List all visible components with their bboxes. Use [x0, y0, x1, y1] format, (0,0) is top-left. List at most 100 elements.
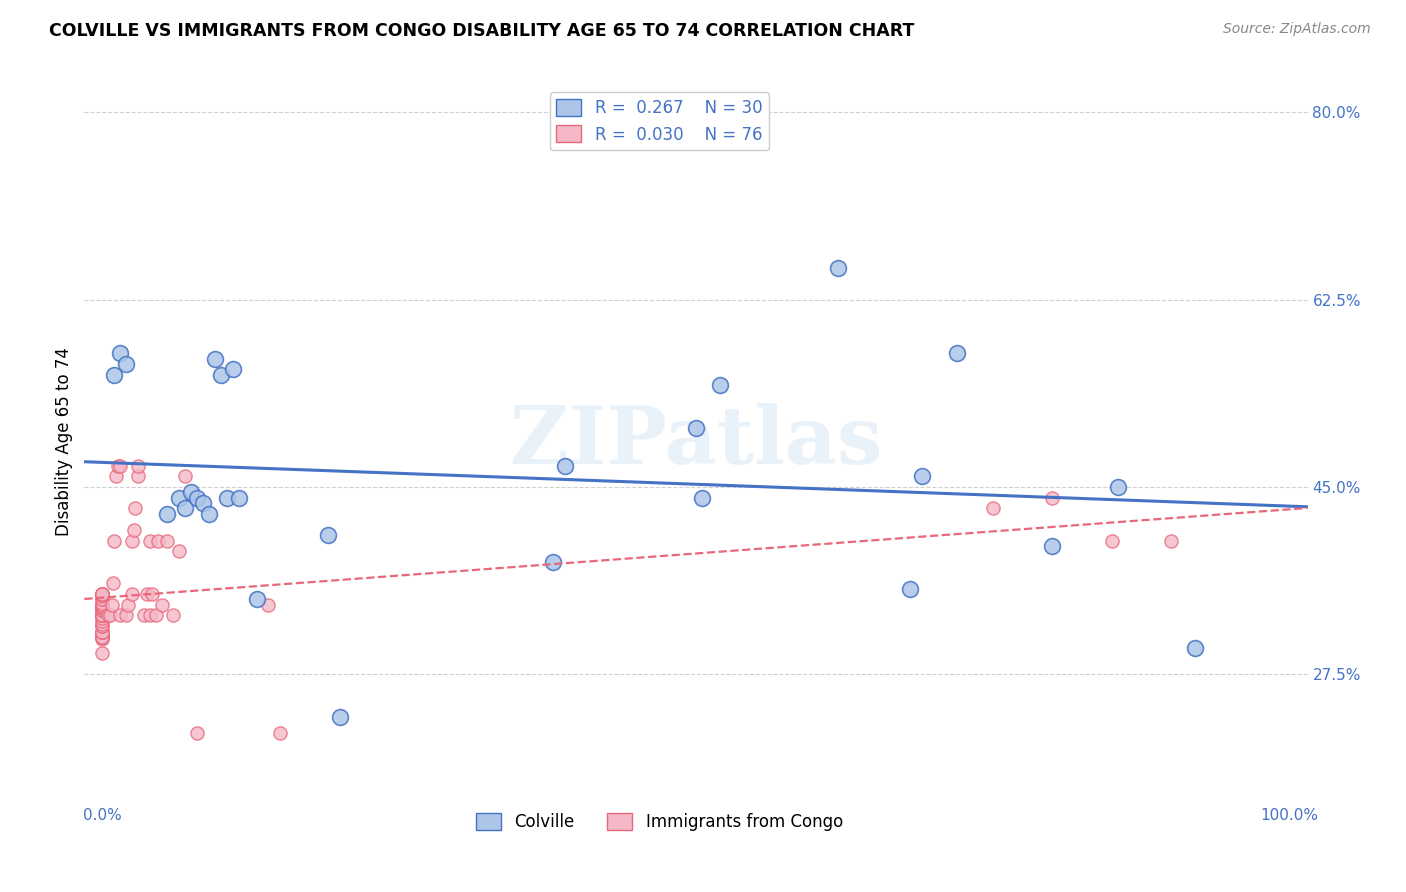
Point	[685, 421, 707, 435]
Point	[1040, 539, 1063, 553]
Text: ZIPatlas: ZIPatlas	[510, 402, 882, 481]
Point	[174, 469, 197, 483]
Point	[121, 587, 143, 601]
Point	[103, 533, 125, 548]
Point	[91, 646, 114, 660]
Point	[108, 458, 131, 473]
Point	[115, 357, 138, 371]
Point	[91, 619, 114, 633]
Point	[1184, 640, 1206, 655]
Point	[1160, 533, 1182, 548]
Point	[91, 610, 114, 624]
Point	[91, 608, 114, 623]
Point	[222, 362, 245, 376]
Point	[100, 608, 122, 623]
Point	[91, 592, 114, 607]
Point	[169, 491, 191, 505]
Point	[91, 608, 114, 623]
Point	[981, 501, 1004, 516]
Legend: Colville, Immigrants from Congo: Colville, Immigrants from Congo	[468, 806, 849, 838]
Point	[91, 587, 114, 601]
Point	[316, 528, 339, 542]
Point	[1040, 491, 1063, 505]
Point	[136, 587, 159, 601]
Point	[198, 507, 221, 521]
Point	[91, 619, 114, 633]
Point	[101, 576, 124, 591]
Point	[91, 587, 114, 601]
Point	[228, 491, 250, 505]
Point	[146, 533, 169, 548]
Point	[543, 555, 565, 569]
Point	[108, 346, 131, 360]
Point	[91, 587, 114, 601]
Point	[150, 598, 173, 612]
Point	[1107, 480, 1129, 494]
Point	[186, 726, 208, 740]
Point	[269, 726, 291, 740]
Point	[91, 596, 114, 610]
Point	[100, 598, 122, 612]
Point	[91, 592, 114, 607]
Point	[91, 587, 114, 601]
Point	[169, 544, 191, 558]
Point	[690, 491, 713, 505]
Point	[91, 608, 114, 623]
Point	[91, 624, 114, 639]
Point	[156, 507, 179, 521]
Point	[91, 630, 114, 644]
Point	[91, 608, 114, 623]
Point	[156, 533, 179, 548]
Point	[91, 601, 114, 615]
Point	[898, 582, 921, 596]
Point	[124, 501, 146, 516]
Point	[91, 630, 114, 644]
Point	[91, 614, 114, 628]
Point	[145, 608, 167, 623]
Point	[257, 598, 280, 612]
Point	[132, 608, 155, 623]
Point	[91, 632, 114, 646]
Point	[554, 458, 576, 473]
Point	[138, 533, 160, 548]
Point	[329, 710, 352, 724]
Point	[91, 630, 114, 644]
Point	[115, 608, 138, 623]
Point	[91, 608, 114, 623]
Point	[138, 608, 160, 623]
Point	[1101, 533, 1123, 548]
Point	[204, 351, 226, 366]
Point	[180, 485, 202, 500]
Point	[91, 587, 114, 601]
Point	[91, 624, 114, 639]
Text: Source: ZipAtlas.com: Source: ZipAtlas.com	[1223, 22, 1371, 37]
Point	[946, 346, 969, 360]
Point	[141, 587, 163, 601]
Point	[127, 469, 149, 483]
Point	[91, 608, 114, 623]
Point	[105, 469, 128, 483]
Point	[245, 592, 267, 607]
Point	[117, 598, 139, 612]
Text: COLVILLE VS IMMIGRANTS FROM CONGO DISABILITY AGE 65 TO 74 CORRELATION CHART: COLVILLE VS IMMIGRANTS FROM CONGO DISABI…	[49, 22, 914, 40]
Point	[186, 491, 208, 505]
Point	[107, 458, 129, 473]
Point	[91, 603, 114, 617]
Point	[209, 368, 232, 382]
Point	[91, 598, 114, 612]
Point	[827, 260, 849, 275]
Point	[121, 533, 143, 548]
Point	[191, 496, 214, 510]
Point	[127, 458, 149, 473]
Point	[162, 608, 184, 623]
Point	[122, 523, 145, 537]
Point	[108, 608, 131, 623]
Point	[91, 598, 114, 612]
Point	[91, 598, 114, 612]
Point	[91, 608, 114, 623]
Point	[97, 608, 120, 623]
Point	[91, 589, 114, 603]
Point	[91, 599, 114, 614]
Point	[91, 617, 114, 632]
Point	[103, 368, 125, 382]
